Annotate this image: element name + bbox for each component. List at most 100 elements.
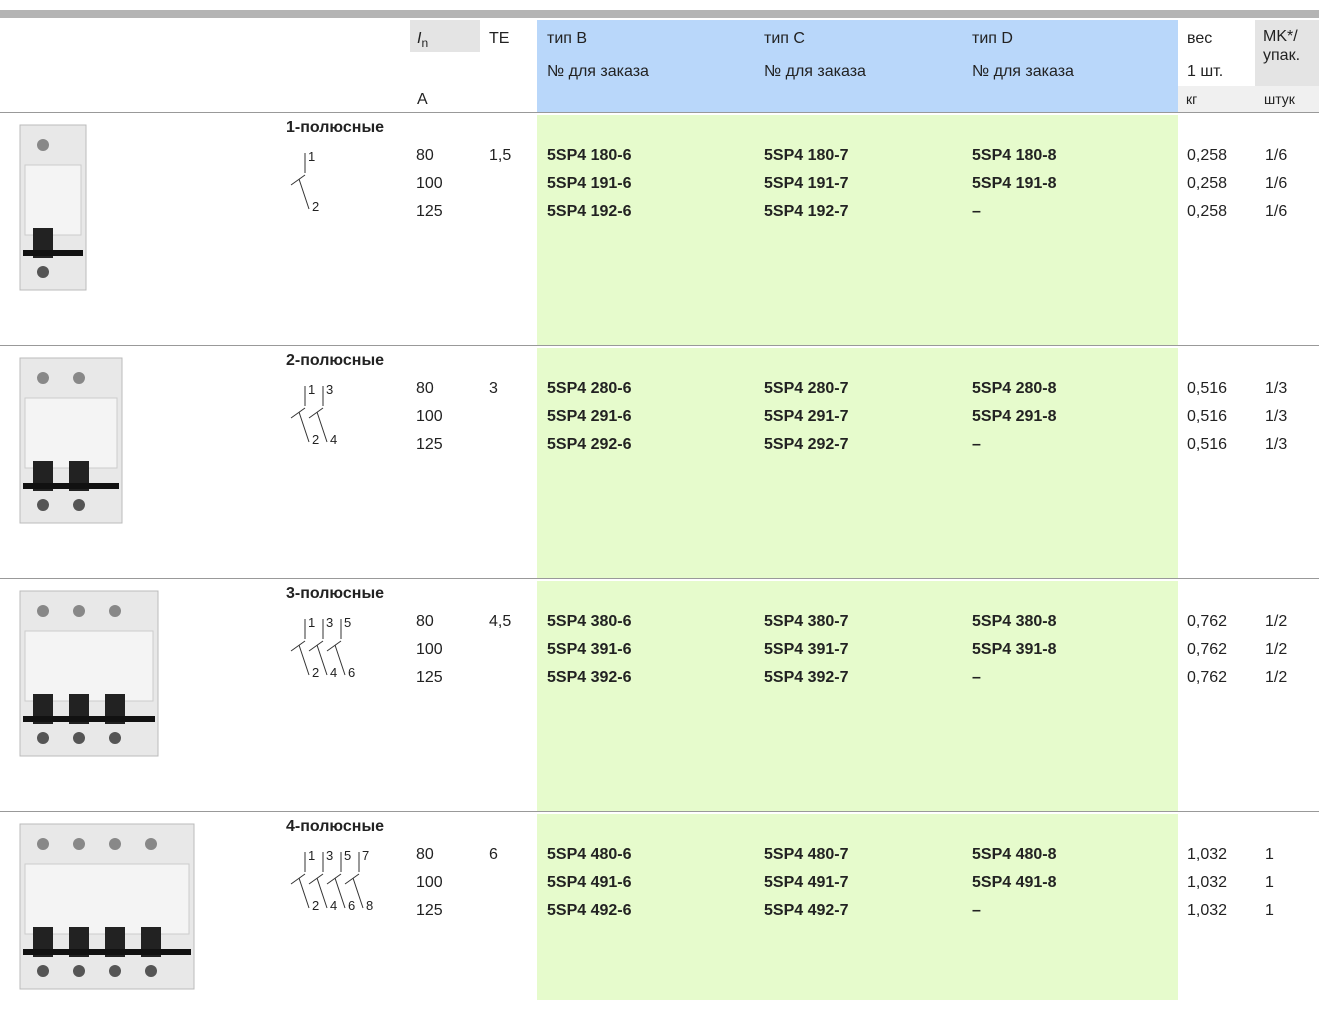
terminal-label: 8 — [366, 898, 373, 913]
header-pack — [1255, 20, 1319, 86]
terminal-label: 7 — [362, 848, 369, 863]
order-number: 5SP4 392-7 — [764, 669, 849, 686]
body-face — [24, 863, 190, 935]
order-number: 5SP4 480-8 — [972, 846, 1057, 863]
terminal-label: 6 — [348, 898, 355, 913]
order-number: 5SP4 491-8 — [972, 874, 1057, 891]
order-number: – — [972, 669, 981, 686]
weight: 0,258 — [1187, 147, 1228, 164]
section-rule — [0, 811, 1319, 812]
terminal-label: 2 — [312, 898, 319, 913]
order-number: – — [972, 203, 981, 220]
order-number: – — [972, 902, 981, 919]
pack: 1/2 — [1265, 613, 1288, 630]
header-units — [1178, 86, 1319, 112]
header-te: TE — [489, 30, 510, 47]
header-type: тип B — [547, 30, 588, 47]
order-number: 5SP4 280-6 — [547, 380, 632, 397]
pack: 1/6 — [1265, 147, 1288, 164]
contact — [298, 411, 310, 443]
weight: 1,032 — [1187, 846, 1228, 863]
order-number: 5SP4 180-6 — [547, 147, 632, 164]
top-bar — [0, 10, 1319, 18]
screw — [73, 838, 85, 850]
order-number: 5SP4 291-6 — [547, 408, 632, 425]
contact — [316, 644, 328, 676]
weight: 0,762 — [1187, 613, 1228, 630]
terminal-label: 1 — [308, 615, 315, 630]
screw — [73, 372, 85, 384]
header-shade — [410, 20, 480, 52]
order-number: 5SP4 480-6 — [547, 846, 632, 863]
screw — [73, 605, 85, 617]
product-image — [19, 357, 123, 524]
header-order-no: № для заказа — [972, 63, 1074, 80]
section-rule — [0, 345, 1319, 346]
header-order — [537, 20, 1178, 112]
contact — [316, 877, 328, 909]
weight: 1,032 — [1187, 902, 1228, 919]
order-number: 5SP4 492-7 — [764, 902, 849, 919]
order-number: 5SP4 191-6 — [547, 175, 632, 192]
order-number: 5SP4 180-7 — [764, 147, 849, 164]
order-number: 5SP4 391-7 — [764, 641, 849, 658]
order-column — [537, 814, 1178, 1000]
terminal-label: 4 — [330, 898, 337, 913]
header-type: тип D — [972, 30, 1013, 47]
contact — [326, 640, 342, 652]
order-number: 5SP4 180-8 — [972, 147, 1057, 164]
terminal-label: 3 — [326, 615, 333, 630]
section-title: 4-полюсные — [286, 818, 385, 835]
screw — [145, 965, 157, 977]
order-number: 5SP4 380-8 — [972, 613, 1057, 630]
rated-current: 125 — [416, 203, 443, 220]
order-number: – — [972, 436, 981, 453]
product-image — [19, 124, 87, 291]
order-number: 5SP4 391-6 — [547, 641, 632, 658]
pack: 1/2 — [1265, 641, 1288, 658]
pack: 1/6 — [1265, 203, 1288, 220]
order-number: 5SP4 492-6 — [547, 902, 632, 919]
weight: 0,762 — [1187, 669, 1228, 686]
terminal-label: 1 — [308, 149, 315, 164]
terminal-label: 1 — [308, 382, 315, 397]
pack: 1/3 — [1265, 380, 1288, 397]
pack: 1 — [1265, 846, 1274, 863]
rated-current: 80 — [416, 846, 434, 863]
order-number: 5SP4 291-7 — [764, 408, 849, 425]
header-in: In — [417, 30, 428, 50]
section-title: 1-полюсные — [286, 119, 385, 136]
pack: 1 — [1265, 902, 1274, 919]
te-value: 6 — [489, 846, 498, 863]
order-number: 5SP4 380-6 — [547, 613, 632, 630]
handle-bar — [23, 716, 155, 722]
pack: 1/3 — [1265, 436, 1288, 453]
screw — [37, 139, 49, 151]
screw — [37, 266, 49, 278]
circuit-symbol: 1 2 3 4 5 6 — [290, 615, 355, 680]
order-number: 5SP4 491-6 — [547, 874, 632, 891]
header-order-no: № для заказа — [764, 63, 866, 80]
section-title: 3-полюсные — [286, 585, 385, 602]
screw — [73, 499, 85, 511]
pack: 1/6 — [1265, 175, 1288, 192]
terminal-label: 2 — [312, 199, 319, 214]
rated-current: 80 — [416, 147, 434, 164]
terminal-label: 5 — [344, 848, 351, 863]
header-rule — [0, 112, 1319, 113]
te-value: 4,5 — [489, 613, 512, 630]
header-type: тип C — [764, 30, 805, 47]
screw — [73, 732, 85, 744]
pack: 1 — [1265, 874, 1274, 891]
te-value: 1,5 — [489, 147, 512, 164]
screw — [109, 838, 121, 850]
unit: A — [417, 91, 428, 108]
screw — [37, 372, 49, 384]
contact — [290, 640, 306, 652]
contact — [316, 411, 328, 443]
body-face — [24, 397, 118, 469]
in-symbol: I — [417, 30, 422, 47]
product-image — [19, 823, 195, 990]
screw — [73, 965, 85, 977]
